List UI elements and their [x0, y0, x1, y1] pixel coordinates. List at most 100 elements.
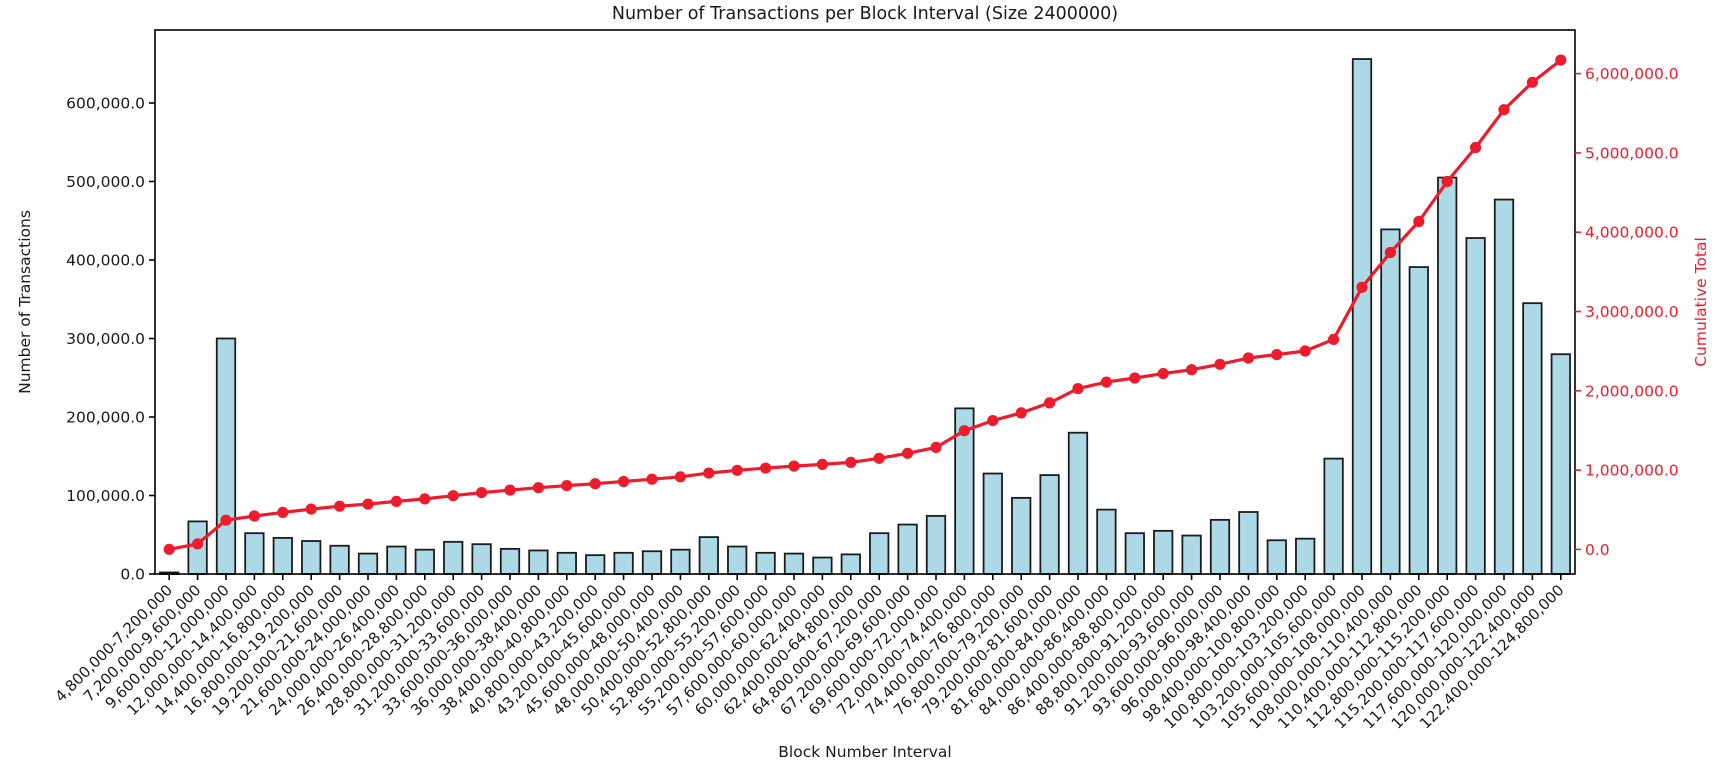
left-tick-label: 0.0	[120, 566, 145, 584]
bar	[1096, 508, 1117, 575]
cumulative-point	[1157, 368, 1169, 380]
cumulative-point	[362, 498, 374, 510]
cumulative-point	[1413, 215, 1425, 228]
cumulative-point	[1299, 345, 1311, 357]
bar	[641, 550, 663, 575]
cumulative-point	[845, 456, 857, 468]
left-tick-label: 600,000.0	[66, 95, 145, 113]
bar	[499, 547, 521, 575]
cumulative-point	[731, 464, 743, 476]
bar	[1209, 518, 1231, 575]
left-tick-label: 500,000.0	[66, 173, 145, 191]
plot-border	[154, 29, 1576, 575]
cumulative-point	[1242, 352, 1254, 364]
bar	[1408, 266, 1429, 575]
right-tick-label: 6,000,000.0	[1585, 65, 1679, 83]
cumulative-point	[958, 425, 971, 437]
bar	[613, 551, 634, 575]
bar	[869, 532, 890, 575]
cumulative-point	[1015, 407, 1027, 419]
bar	[1124, 532, 1145, 575]
bar	[755, 551, 776, 575]
left-tick-label: 200,000.0	[66, 409, 145, 427]
cumulative-point	[703, 467, 715, 479]
bar	[301, 540, 322, 575]
cumulative-point	[1100, 376, 1112, 388]
bar	[1323, 457, 1344, 575]
left-tick-label: 300,000.0	[66, 330, 145, 348]
cumulative-point	[674, 471, 687, 483]
cumulative-point	[561, 480, 573, 492]
cumulative-point	[902, 447, 914, 459]
right-tick-label: 0.0	[1585, 541, 1610, 559]
cumulative-point	[816, 458, 829, 470]
cumulative-point	[504, 484, 516, 496]
bar	[1238, 511, 1259, 575]
cumulative-point	[1555, 54, 1567, 66]
bar	[982, 472, 1003, 575]
cumulative-point	[646, 473, 658, 485]
bar	[1550, 353, 1571, 575]
cumulative-point	[618, 475, 630, 488]
bar	[1067, 431, 1089, 575]
bar	[812, 556, 833, 575]
cumulative-point	[447, 490, 459, 502]
cumulative-point	[1356, 281, 1368, 293]
cumulative-point	[589, 478, 601, 490]
cumulative-point	[1214, 358, 1226, 370]
bar	[1437, 176, 1458, 575]
right-tick-label: 5,000,000.0	[1585, 144, 1679, 162]
bar	[585, 554, 606, 575]
cumulative-point	[987, 415, 999, 427]
bar	[443, 540, 464, 575]
cumulative-point	[760, 462, 772, 474]
right-axis-label: Cumulative Total	[1692, 237, 1710, 367]
cumulative-point	[277, 506, 289, 518]
cumulative-point	[1384, 246, 1396, 259]
cumulative-point	[305, 503, 317, 515]
cumulative-point	[1441, 175, 1453, 188]
bar	[1295, 537, 1316, 575]
cumulative-point	[419, 493, 431, 505]
bar	[1039, 474, 1060, 575]
cumulative-point	[1526, 76, 1538, 88]
bar	[670, 548, 691, 575]
bar	[329, 544, 350, 575]
chart-title: Number of Transactions per Block Interva…	[612, 4, 1118, 24]
bar	[1351, 58, 1373, 575]
left-tick-label: 400,000.0	[66, 252, 145, 270]
right-tick-label: 4,000,000.0	[1585, 224, 1679, 242]
bar	[528, 549, 549, 575]
bar	[698, 536, 719, 575]
left-tick-label: 100,000.0	[66, 487, 145, 505]
bar	[357, 552, 379, 575]
bar	[215, 337, 237, 575]
right-tick-label: 3,000,000.0	[1585, 303, 1679, 321]
cumulative-point	[930, 441, 942, 453]
cumulative-point	[1498, 104, 1510, 116]
cumulative-point	[1129, 372, 1141, 384]
cumulative-point	[1328, 333, 1340, 345]
bar	[783, 552, 805, 575]
cumulative-point	[1470, 141, 1482, 154]
bar	[1493, 198, 1515, 575]
bar	[925, 515, 947, 575]
bar	[1153, 529, 1174, 575]
x-axis-label: Block Number Interval	[778, 743, 951, 761]
bar	[1266, 539, 1287, 575]
bar	[727, 545, 748, 575]
bar	[556, 551, 577, 575]
cumulative-point	[220, 514, 232, 526]
cumulative-point	[1271, 349, 1283, 361]
left-axis-label: Number of Transactions	[16, 210, 34, 394]
cumulative-point	[476, 487, 488, 499]
bar	[1380, 228, 1401, 575]
right-tick-label: 2,000,000.0	[1585, 382, 1679, 400]
bar	[244, 532, 265, 575]
cumulative-point	[390, 495, 402, 507]
bar	[414, 548, 435, 575]
bar	[386, 545, 407, 575]
bar	[1465, 237, 1486, 575]
